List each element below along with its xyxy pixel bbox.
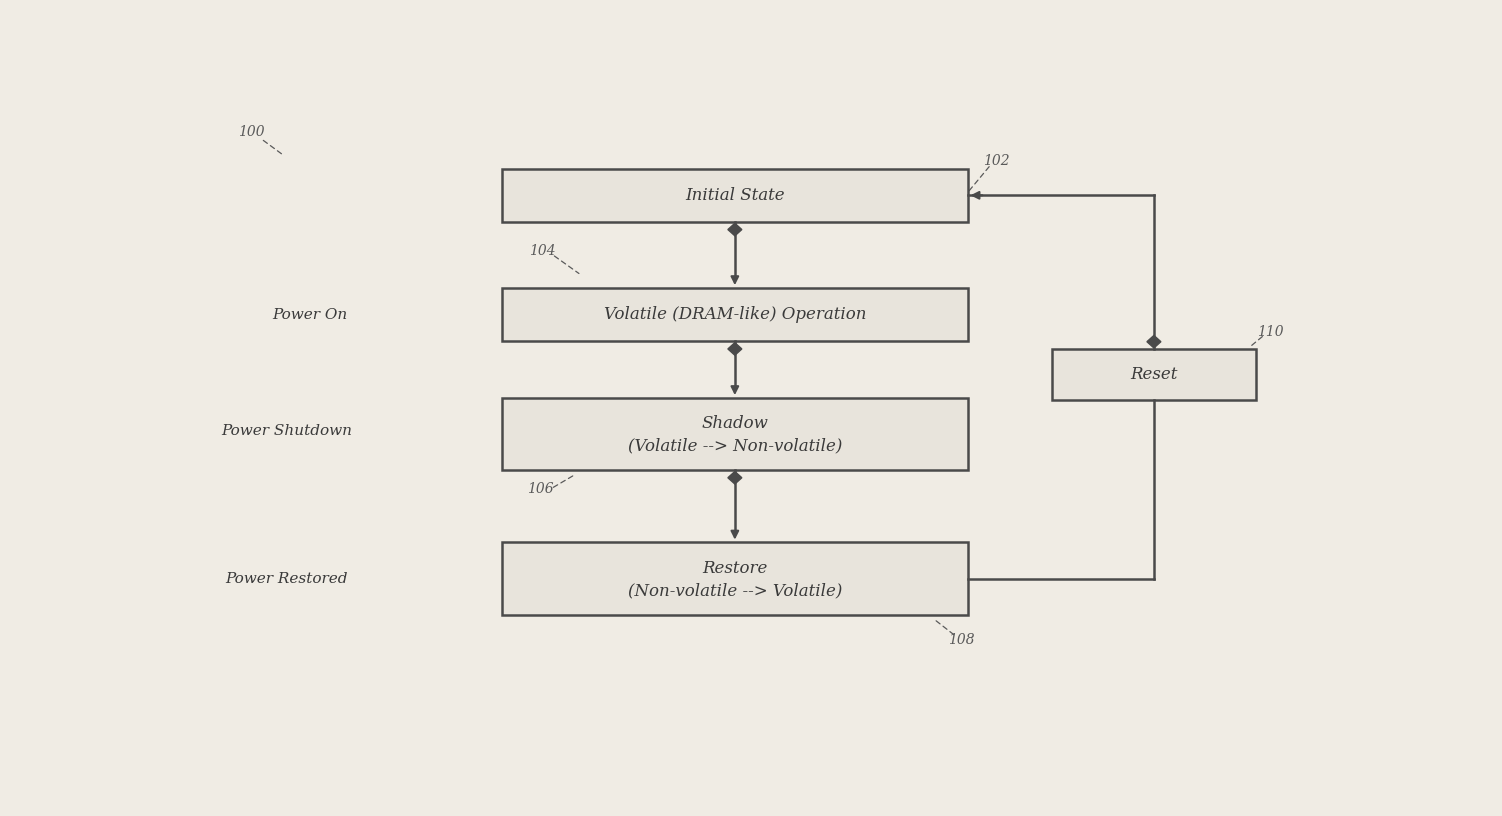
Text: 110: 110 xyxy=(1257,325,1284,339)
Text: 106: 106 xyxy=(527,481,554,496)
FancyBboxPatch shape xyxy=(1051,349,1256,400)
Text: 100: 100 xyxy=(239,126,264,140)
FancyBboxPatch shape xyxy=(502,398,967,470)
Text: Shadow: Shadow xyxy=(701,415,769,432)
Text: 104: 104 xyxy=(530,244,556,258)
Text: (Non-volatile --> Volatile): (Non-volatile --> Volatile) xyxy=(628,583,843,600)
Text: Power On: Power On xyxy=(272,308,347,322)
Text: (Volatile --> Non-volatile): (Volatile --> Non-volatile) xyxy=(628,438,843,455)
FancyBboxPatch shape xyxy=(502,288,967,341)
Text: Power Restored: Power Restored xyxy=(225,571,348,586)
Polygon shape xyxy=(1148,335,1161,348)
Polygon shape xyxy=(728,343,742,355)
FancyBboxPatch shape xyxy=(502,543,967,614)
Text: 108: 108 xyxy=(949,632,975,646)
Text: Restore: Restore xyxy=(701,560,768,577)
Polygon shape xyxy=(728,472,742,484)
Polygon shape xyxy=(728,224,742,236)
Text: 102: 102 xyxy=(984,153,1009,168)
FancyBboxPatch shape xyxy=(502,169,967,222)
Text: Initial State: Initial State xyxy=(685,187,784,204)
Text: Power Shutdown: Power Shutdown xyxy=(221,424,351,438)
Text: Volatile (DRAM-like) Operation: Volatile (DRAM-like) Operation xyxy=(604,306,867,323)
Text: Reset: Reset xyxy=(1130,366,1178,383)
